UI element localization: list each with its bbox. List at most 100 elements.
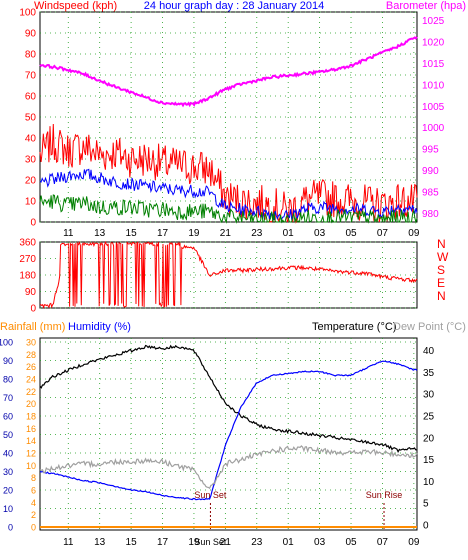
wind-tick-label: 30 xyxy=(25,155,37,166)
direction-tick-label: 180 xyxy=(19,271,36,282)
direction-compass-letter: N xyxy=(437,237,446,251)
wind-tick-label: 90 xyxy=(25,29,37,40)
temperature-tick-label: 25 xyxy=(423,412,435,423)
temperature-x-tick-label: 23 xyxy=(251,537,263,548)
wind-x-tick-label: 23 xyxy=(251,228,263,239)
direction-compass-letter: W xyxy=(437,250,449,264)
humidity-tick-label: 20 xyxy=(3,486,13,496)
wind-x-tick-label: 11 xyxy=(63,228,74,239)
wind-x-tick-label: 19 xyxy=(188,228,200,239)
temperature-tick-label: 20 xyxy=(423,433,435,444)
temperature-series-1 xyxy=(39,360,418,501)
humidity-tick-label: 50 xyxy=(3,430,13,440)
wind-plot-area xyxy=(39,11,418,223)
rainfall-tick-label: 10 xyxy=(26,461,36,471)
rainfall-tick-label: 20 xyxy=(26,399,36,409)
wind-series-0 xyxy=(39,123,418,224)
rainfall-tick-label: 8 xyxy=(31,473,36,483)
rainfall-tick-label: 22 xyxy=(26,387,36,397)
temperature-series-2 xyxy=(39,445,418,490)
direction-tick-label: 90 xyxy=(25,287,37,298)
rainfall-tick-label: 14 xyxy=(26,436,36,446)
rainfall-tick-label: 0 xyxy=(31,523,36,533)
rainfall-tick-label: 28 xyxy=(26,350,36,360)
direction-compass-letter: E xyxy=(437,276,445,290)
barometer-tick-label: 1005 xyxy=(422,102,445,113)
temperature-tick-label: 30 xyxy=(423,390,435,401)
wind-x-tick-label: 21 xyxy=(220,228,232,239)
rainfall-tick-label: 6 xyxy=(31,486,36,496)
humidity-axis-label: Humidity (%) xyxy=(68,321,131,333)
temperature-tick-label: 35 xyxy=(423,368,435,379)
barometer-tick-label: 980 xyxy=(422,209,439,220)
rainfall-tick-label: 16 xyxy=(26,424,36,434)
rainfall-tick-label: 18 xyxy=(26,412,36,422)
wind-x-tick-label: 13 xyxy=(94,228,106,239)
rainfall-tick-label: 4 xyxy=(31,498,36,508)
wind-x-tick-label: 05 xyxy=(345,228,357,239)
wind-tick-label: 70 xyxy=(25,71,37,82)
wind-series-2 xyxy=(39,194,418,224)
wind-x-tick-label: 15 xyxy=(126,228,138,239)
windspeed-axis-label: Windspeed (kph) xyxy=(34,0,117,12)
wind-tick-label: 10 xyxy=(25,197,37,208)
direction-tick-label: 270 xyxy=(19,254,36,265)
rainfall-tick-label: 12 xyxy=(26,449,36,459)
humidity-tick-label: 30 xyxy=(3,467,13,477)
temperature-plot-area xyxy=(39,337,418,531)
temperature-x-tick-label: 13 xyxy=(94,537,106,548)
rainfall-axis-label: Rainfall (mm) xyxy=(0,321,65,333)
barometer-tick-label: 1015 xyxy=(422,59,445,70)
temperature-x-tick-label: 15 xyxy=(126,537,138,548)
direction-tick-label: 0 xyxy=(30,304,36,315)
humidity-tick-label: 60 xyxy=(3,412,13,422)
wind-tick-label: 60 xyxy=(25,92,37,103)
wind-tick-label: 40 xyxy=(25,134,37,145)
humidity-tick-label: 10 xyxy=(3,504,13,514)
temperature-tick-label: 0 xyxy=(423,520,429,531)
wind-x-tick-label: 09 xyxy=(408,228,420,239)
wind-tick-label: 50 xyxy=(25,113,37,124)
direction-series-line xyxy=(39,240,418,309)
barometer-tick-label: 1010 xyxy=(422,80,445,91)
temperature-x-tick-label: 01 xyxy=(283,537,295,548)
barometer-axis-label: Barometer (hpa) xyxy=(386,0,466,12)
rainfall-tick-label: 2 xyxy=(31,510,36,520)
temperature-series-0 xyxy=(39,344,418,454)
direction-tick-label: 360 xyxy=(19,238,36,249)
rainfall-tick-label: 24 xyxy=(26,375,36,385)
barometer-tick-label: 995 xyxy=(422,145,439,156)
dewpoint-axis-label: Dew Point (°C) xyxy=(393,321,466,333)
barometer-tick-label: 1020 xyxy=(422,38,445,49)
temperature-tick-label: 40 xyxy=(423,346,435,357)
humidity-tick-label: 80 xyxy=(3,375,13,385)
barometer-tick-label: 985 xyxy=(422,188,439,199)
rainfall-tick-label: 30 xyxy=(26,338,36,348)
wind-x-tick-label: 03 xyxy=(314,228,326,239)
temperature-axis-label: Temperature (°C) xyxy=(312,321,396,333)
wind-tick-label: 20 xyxy=(25,176,37,187)
temperature-tick-label: 10 xyxy=(423,477,435,488)
direction-compass-letter: S xyxy=(437,263,445,277)
wind-x-tick-label: 01 xyxy=(283,228,295,239)
temperature-tick-label: 15 xyxy=(423,455,435,466)
temperature-x-tick-label: 09 xyxy=(408,537,420,548)
barometer-tick-label: 990 xyxy=(422,166,439,177)
temperature-tick-label: 5 xyxy=(423,499,429,510)
humidity-tick-label: 0 xyxy=(8,523,13,533)
temperature-x-tick-label: 11 xyxy=(63,537,74,548)
humidity-tick-label: 70 xyxy=(3,393,13,403)
wind-x-tick-label: 17 xyxy=(157,228,169,239)
direction-compass-letter: N xyxy=(437,289,446,303)
temperature-x-tick-label: 03 xyxy=(314,537,326,548)
humidity-tick-label: 90 xyxy=(3,356,13,366)
temperature-x-tick-label: 17 xyxy=(157,537,169,548)
rainfall-tick-label: 26 xyxy=(26,362,36,372)
temperature-x-tick-label: 19 xyxy=(188,537,200,548)
humidity-tick-label: 40 xyxy=(3,449,13,459)
wind-tick-label: 100 xyxy=(19,8,36,19)
temperature-x-tick-label: 21 xyxy=(220,537,232,548)
chart-title: 24 hour graph day : 28 January 2014 xyxy=(144,0,324,12)
